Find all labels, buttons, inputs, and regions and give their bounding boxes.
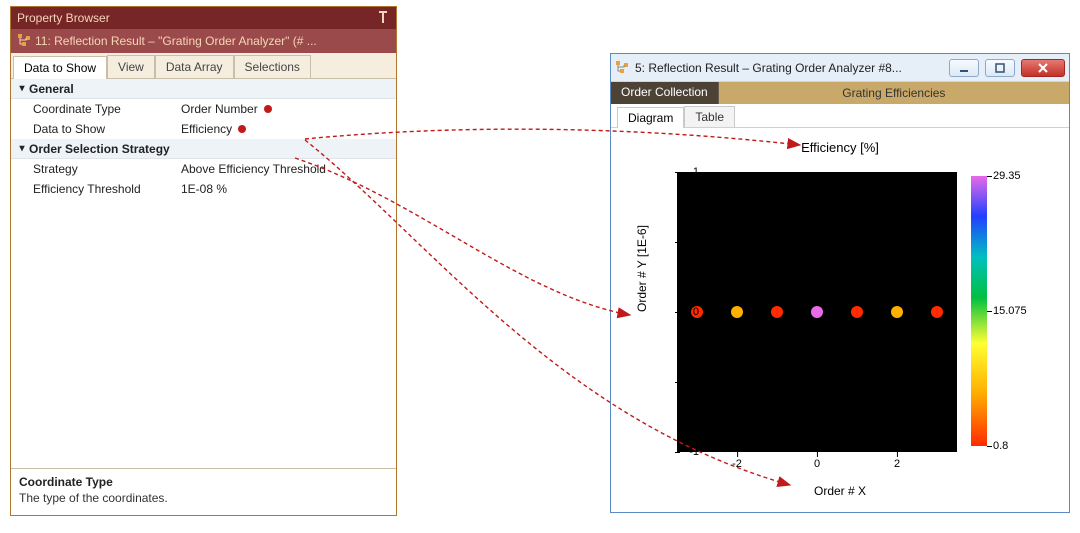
property-grid: ▾GeneralCoordinate TypeOrder NumberData …: [11, 79, 396, 468]
chevron-down-icon: ▾: [15, 143, 29, 154]
colorbar: [971, 176, 987, 446]
property-label: Efficiency Threshold: [11, 182, 181, 196]
scatter-point: [811, 306, 823, 318]
scatter-point: [851, 306, 863, 318]
colorbar-label-mid: 15.075: [993, 305, 1027, 317]
group-header[interactable]: ▾Order Selection Strategy: [11, 139, 396, 159]
property-label: Data to Show: [11, 122, 181, 136]
property-row[interactable]: Coordinate TypeOrder Number: [11, 99, 396, 119]
property-label: Coordinate Type: [11, 102, 181, 116]
property-row[interactable]: Data to ShowEfficiency: [11, 119, 396, 139]
property-tab-selections[interactable]: Selections: [234, 55, 311, 78]
subtab-table[interactable]: Table: [684, 106, 735, 127]
description-text: The type of the coordinates.: [19, 491, 388, 505]
property-row[interactable]: StrategyAbove Efficiency Threshold: [11, 159, 396, 179]
property-label: Strategy: [11, 162, 181, 176]
result-window-titlebar[interactable]: 5: Reflection Result – Grating Order Ana…: [611, 54, 1069, 82]
y-tick: 0: [641, 306, 701, 318]
property-row[interactable]: Efficiency Threshold1E-08 %: [11, 179, 396, 199]
maximize-button[interactable]: [985, 59, 1015, 77]
scatter-point: [771, 306, 783, 318]
colorbar-tick: [987, 311, 992, 312]
y-tick: -0.5: [641, 376, 701, 388]
scatter-point: [891, 306, 903, 318]
property-browser-panel: Property Browser 11: Reflection Result –…: [10, 6, 397, 516]
colorbar-tick: [987, 176, 992, 177]
chart-title: Efficiency [%]: [801, 140, 879, 155]
result-subtabs: DiagramTable: [611, 104, 1069, 128]
property-tab-view[interactable]: View: [107, 55, 155, 78]
y-tick: 0.5: [641, 236, 701, 248]
chart-container: Efficiency [%] Order # Y [1E-6] Order # …: [611, 128, 1069, 512]
x-tick: 0: [814, 458, 820, 470]
property-value[interactable]: Above Efficiency Threshold: [181, 162, 396, 176]
tree-icon: [17, 33, 31, 50]
chart-plot-area: [677, 172, 957, 452]
group-header[interactable]: ▾General: [11, 79, 396, 99]
property-browser-titlebar: Property Browser: [11, 7, 396, 29]
property-tab-data-to-show[interactable]: Data to Show: [13, 56, 107, 79]
x-tick: -2: [732, 458, 742, 470]
scatter-point: [731, 306, 743, 318]
property-browser-doc-row[interactable]: 11: Reflection Result – "Grating Order A…: [11, 29, 396, 53]
result-window-top-tabs: Order Collection Grating Efficiencies: [611, 82, 1069, 104]
colorbar-tick: [987, 446, 992, 447]
description-title: Coordinate Type: [19, 475, 388, 489]
close-button[interactable]: [1021, 59, 1065, 77]
subtab-diagram[interactable]: Diagram: [617, 107, 684, 128]
document-label: 11: Reflection Result – "Grating Order A…: [35, 34, 390, 48]
group-name: Order Selection Strategy: [29, 142, 170, 156]
property-value[interactable]: 1E-08 %: [181, 182, 396, 196]
scatter-point: [931, 306, 943, 318]
tab-order-collection[interactable]: Order Collection: [611, 82, 719, 104]
tree-icon: [615, 60, 631, 76]
result-window: 5: Reflection Result – Grating Order Ana…: [610, 53, 1070, 513]
pin-icon[interactable]: [376, 10, 390, 24]
link-marker-icon: [264, 105, 272, 113]
property-browser-title: Property Browser: [17, 11, 110, 25]
minimize-button[interactable]: [949, 59, 979, 77]
chart-xlabel: Order # X: [814, 484, 866, 498]
property-value[interactable]: Order Number: [181, 102, 396, 116]
colorbar-label-min: 0.8: [993, 440, 1008, 452]
result-window-title: 5: Reflection Result – Grating Order Ana…: [635, 61, 943, 75]
property-description: Coordinate Type The type of the coordina…: [11, 468, 396, 515]
colorbar-gradient: [971, 176, 987, 446]
y-tick: -1: [641, 446, 701, 458]
property-tab-data-array[interactable]: Data Array: [155, 55, 234, 78]
property-tabs: Data to ShowViewData ArraySelections: [11, 53, 396, 79]
colorbar-label-max: 29.35: [993, 170, 1021, 182]
y-tick: 1: [641, 166, 701, 178]
property-value[interactable]: Efficiency: [181, 122, 396, 136]
link-marker-icon: [238, 125, 246, 133]
group-name: General: [29, 82, 74, 96]
chevron-down-icon: ▾: [15, 83, 29, 94]
x-tick: 2: [894, 458, 900, 470]
tab-grating-efficiencies[interactable]: Grating Efficiencies: [719, 82, 1069, 104]
